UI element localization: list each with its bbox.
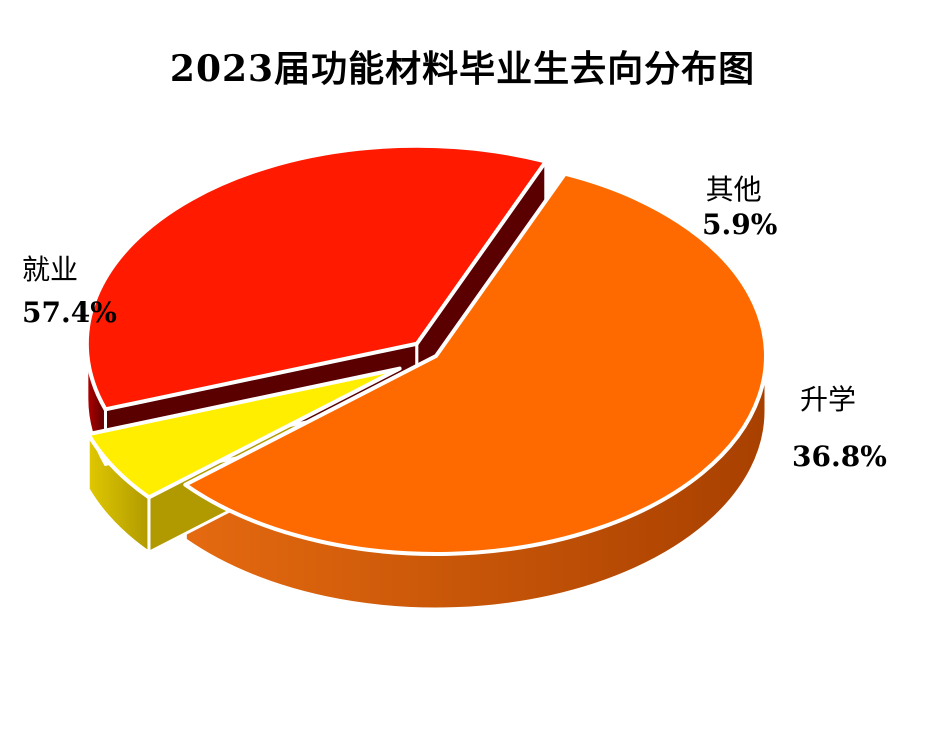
label-employment-name: 就业 xyxy=(22,253,79,286)
label-further-study-name: 升学 xyxy=(800,383,857,416)
pie-slice-employment xyxy=(183,171,768,556)
chart-title: 2023届功能材料毕业生去向分布图 xyxy=(169,48,756,90)
pie-slice-further-study xyxy=(84,143,548,412)
label-further-study: 升学 36.8% xyxy=(792,378,887,473)
label-further-study-value: 36.8% xyxy=(792,440,887,473)
label-employment: 就业 57.4% xyxy=(22,248,117,329)
label-other: 其他 5.9% xyxy=(690,168,777,241)
pie-slice-other xyxy=(86,366,402,500)
label-other-value: 5.9% xyxy=(702,208,778,241)
label-other-name: 其他 xyxy=(705,173,762,206)
label-employment-value: 57.4% xyxy=(22,296,117,329)
